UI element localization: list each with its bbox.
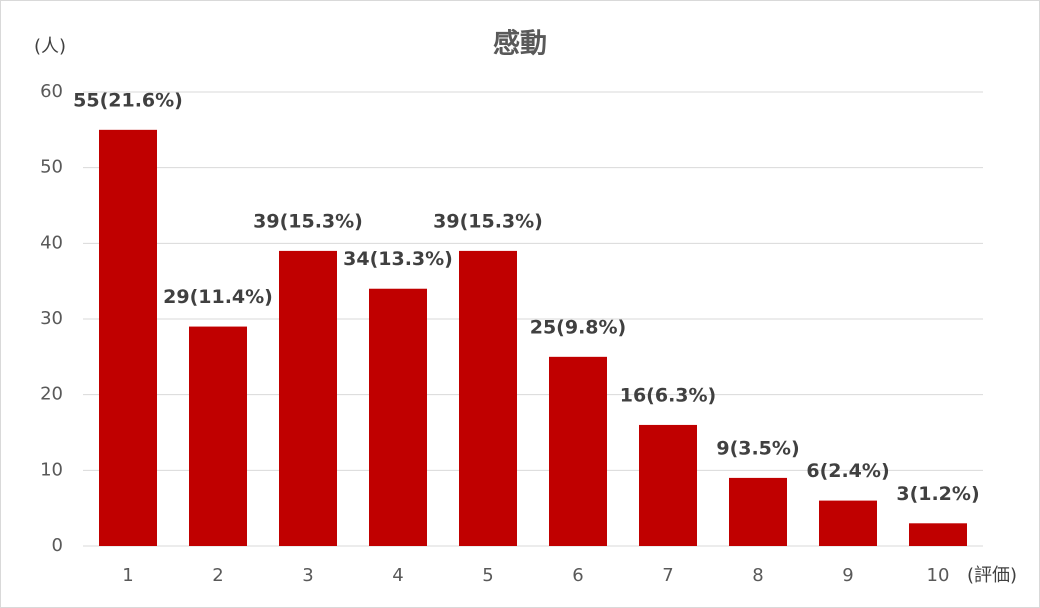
x-tick-label: 2 — [212, 565, 223, 586]
x-tick-label: 7 — [662, 565, 673, 586]
y-tick-label: 60 — [40, 81, 63, 102]
data-label: 9(3.5%) — [716, 437, 799, 459]
x-tick-label: 5 — [482, 565, 493, 586]
bar — [819, 500, 877, 546]
x-tick-label: 1 — [122, 565, 133, 586]
data-label: 55(21.6%) — [73, 89, 183, 111]
bar — [369, 288, 427, 546]
data-label: 39(15.3%) — [253, 210, 363, 232]
x-tick-label: 3 — [302, 565, 313, 586]
bar — [279, 250, 337, 546]
data-label: 16(6.3%) — [620, 384, 717, 406]
y-tick-label: 50 — [40, 157, 63, 178]
x-axis-label: (評価) — [967, 565, 1017, 586]
y-tick-label: 10 — [40, 459, 63, 480]
x-tick-label: 9 — [842, 565, 853, 586]
x-tick-label: 4 — [392, 565, 403, 586]
data-label: 29(11.4%) — [163, 286, 273, 308]
data-label: 34(13.3%) — [343, 248, 453, 270]
data-label: 6(2.4%) — [806, 460, 889, 482]
bar — [729, 477, 787, 546]
data-label: 25(9.8%) — [530, 316, 627, 338]
bar — [549, 356, 607, 546]
data-label: 3(1.2%) — [896, 483, 979, 505]
data-label: 39(15.3%) — [433, 210, 543, 232]
y-tick-label: 30 — [40, 308, 63, 329]
y-axis-label: (人) — [34, 36, 66, 57]
y-tick-label: 0 — [52, 535, 63, 556]
bar — [459, 250, 517, 546]
bar — [909, 523, 967, 546]
x-tick-label: 6 — [572, 565, 583, 586]
y-tick-label: 20 — [40, 384, 63, 405]
bar — [189, 326, 247, 546]
y-tick-label: 40 — [40, 232, 63, 253]
chart-title: 感動 — [493, 28, 547, 60]
bar — [639, 424, 697, 546]
bar — [99, 129, 157, 547]
x-tick-label: 8 — [752, 565, 763, 586]
x-tick-label: 10 — [927, 565, 950, 586]
